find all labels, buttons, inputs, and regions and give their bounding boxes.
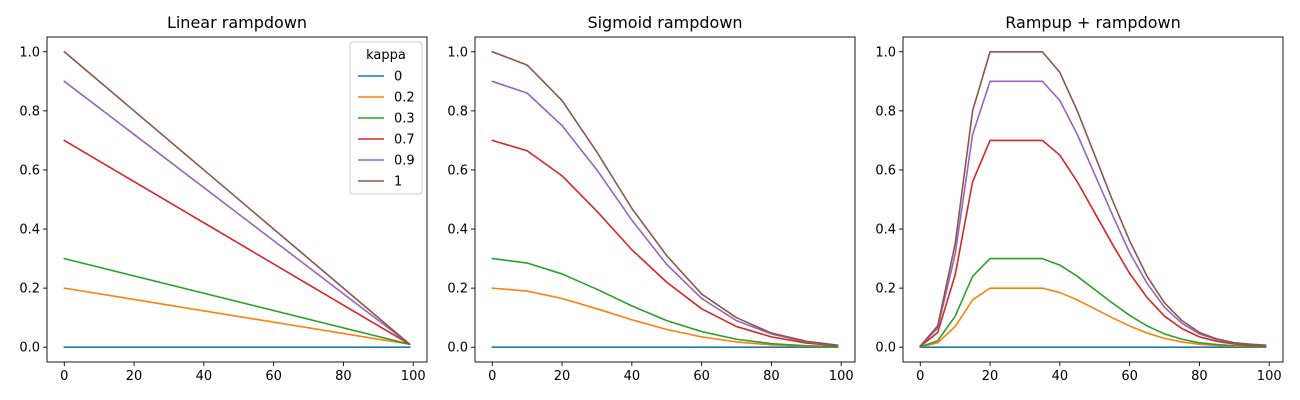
- x-tick-label: 0: [60, 369, 68, 384]
- series-line-0.2: [491, 287, 839, 348]
- series-line-1: [63, 50, 411, 346]
- x-tick-label: 0: [916, 369, 924, 384]
- y-tick-label: 0.0: [447, 341, 468, 356]
- chart-title: Sigmoid rampdown: [587, 13, 742, 32]
- legend-entry-label: 0.3: [394, 112, 415, 127]
- y-tick-label: 0.8: [19, 104, 40, 119]
- legend-entry-label: 0: [394, 70, 402, 85]
- series-line-0.3: [63, 257, 411, 346]
- x-tick-label: 40: [624, 369, 641, 384]
- subplot-3: Rampup + rampdown 0 20 40 60 80 100 0.0 0.2 0.4 0.…: [875, 13, 1284, 384]
- legend-box: [349, 41, 423, 195]
- y-tick-label: 1.0: [447, 45, 468, 60]
- x-tick-label: 60: [1121, 369, 1138, 384]
- y-tick-label: 0.2: [447, 282, 468, 297]
- y-tick-label: 1.0: [19, 45, 40, 60]
- y-tick-label: 1.0: [875, 45, 896, 60]
- series-line-0.9: [491, 80, 839, 347]
- axes-frame: [474, 36, 856, 363]
- y-tick-label: 0.6: [19, 163, 40, 178]
- y-tick-label: 0.2: [875, 282, 896, 297]
- x-tick-label: 100: [829, 369, 854, 384]
- x-tick-label: 40: [196, 369, 213, 384]
- axes-frame: [902, 36, 1284, 363]
- series-line-0.2: [63, 287, 411, 346]
- x-tick-label: 80: [335, 369, 352, 384]
- chart-title: Rampup + rampdown: [1005, 13, 1180, 32]
- x-tick-label: 40: [1052, 369, 1069, 384]
- legend-entry-label: 0.2: [394, 91, 415, 106]
- legend-entry-label: 0.7: [394, 133, 415, 148]
- x-tick-label: 60: [265, 369, 282, 384]
- x-tick-label: 60: [693, 369, 710, 384]
- subplot-2: Sigmoid rampdown 0 20 40 60 80 100 0.0 0.2 0.4 0.6…: [447, 13, 856, 384]
- y-tick-label: 0.8: [447, 104, 468, 119]
- y-tick-label: 0.4: [447, 223, 468, 238]
- y-tick-label: 0.8: [875, 104, 896, 119]
- x-tick-label: 20: [554, 369, 571, 384]
- series-line-0.3: [919, 257, 1267, 348]
- y-tick-label: 0.2: [19, 282, 40, 297]
- x-tick-label: 100: [1257, 369, 1282, 384]
- y-tick-label: 0.6: [447, 163, 468, 178]
- series-line-0.7: [63, 139, 411, 346]
- x-tick-label: 80: [763, 369, 780, 384]
- series-line-0.7: [919, 139, 1267, 348]
- x-tick-label: 100: [401, 369, 426, 384]
- subplot-1: Linear rampdown 0 20 40 60 80 100 0.0 0.2 0.4 0.6 0…: [19, 13, 428, 384]
- legend-entry-label: 0.9: [394, 154, 415, 169]
- y-tick-label: 0.6: [875, 163, 896, 178]
- legend-title: kappa: [366, 48, 406, 63]
- series-line-0.2: [919, 287, 1267, 348]
- series-line-1: [491, 50, 839, 346]
- y-tick-label: 0.0: [19, 341, 40, 356]
- series-line-0.9: [63, 80, 411, 346]
- x-tick-label: 20: [982, 369, 999, 384]
- y-tick-label: 0.4: [19, 223, 40, 238]
- legend-entry-label: 1: [394, 175, 402, 190]
- series-line-0.7: [491, 139, 839, 347]
- series-line-0.9: [919, 80, 1267, 347]
- x-tick-label: 20: [126, 369, 143, 384]
- x-tick-label: 80: [1191, 369, 1208, 384]
- axes-frame: [46, 36, 428, 363]
- series-line-0.3: [491, 257, 839, 348]
- legend: kappa 0 0.2 0.3 0.7 0.9 1: [349, 41, 423, 195]
- x-tick-label: 0: [488, 369, 496, 384]
- chart-title: Linear rampdown: [167, 13, 307, 32]
- y-tick-label: 0.4: [875, 223, 896, 238]
- y-tick-label: 0.0: [875, 341, 896, 356]
- series-line-1: [919, 50, 1267, 347]
